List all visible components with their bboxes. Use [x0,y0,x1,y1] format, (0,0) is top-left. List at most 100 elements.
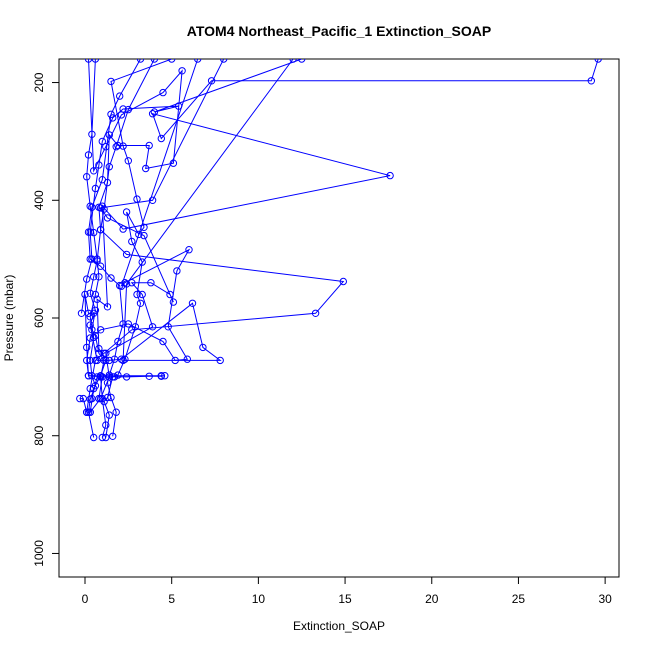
data-point [91,356,100,365]
data-point [145,141,153,150]
data-point [98,433,107,442]
data-point [157,134,166,143]
data-point [103,178,112,187]
data-point [90,384,98,393]
data-point [105,131,114,139]
series-line [87,59,141,437]
data-point [90,167,98,175]
data-point [107,77,115,86]
data-point [107,110,115,119]
data-point [95,273,103,281]
data-point [90,273,98,281]
data-point [102,143,110,151]
data-point [220,59,228,63]
data-point [147,279,155,287]
y-tick-label: 800 [32,425,46,445]
data-point [174,102,183,110]
data-point [95,161,103,169]
data-point [83,408,91,416]
data-point [83,173,91,181]
x-axis-label: Extinction_SOAP [293,619,385,633]
data-point [133,290,141,299]
data-point [199,343,207,352]
data-point [138,290,146,299]
data-point [86,334,94,342]
x-tick-label: 0 [82,592,89,606]
data-point [91,59,100,63]
data-point [339,277,347,286]
data-point [90,433,98,442]
data-point [96,372,105,380]
data-point [102,356,110,365]
data-point [124,157,133,165]
data-point [83,356,91,365]
profile-series [83,59,103,442]
data-point [86,289,94,297]
data-point [88,203,96,212]
data-point [109,432,117,440]
y-tick-label: 200 [32,72,46,92]
data-point [122,373,131,381]
series-line [84,59,294,399]
data-point [587,77,595,85]
data-point [183,355,192,363]
y-tick-label: 1000 [32,540,46,567]
data-point [96,394,105,403]
series-line [81,59,302,314]
x-axis: 0 5 10 15 20 25 30 [82,576,612,606]
data-point [86,408,94,416]
data-point [138,258,146,266]
data-point [128,326,136,334]
data-point [84,59,93,63]
series-line [89,59,155,438]
x-tick-label: 15 [338,592,352,606]
profile-series [83,59,602,416]
data-point [161,372,169,380]
data-point [157,372,166,380]
data-point [77,309,86,317]
data-point [95,344,103,353]
data-point [159,88,167,97]
data-point [136,59,145,63]
data-point [169,159,178,167]
data-point [150,108,159,116]
x-tick-label: 25 [512,592,526,606]
data-point [173,267,181,275]
data-point [136,299,145,307]
data-point [168,59,176,63]
data-point [119,105,127,113]
data-point [103,393,112,402]
data-point [122,250,131,259]
data-point [105,163,114,171]
series-line [79,59,345,413]
data-point [76,394,84,403]
data-point [103,303,112,311]
data-point [84,309,93,317]
data-point [90,309,98,317]
plot-frame [58,58,620,578]
data-point [122,208,131,216]
data-point [107,274,115,282]
data-point [109,114,117,122]
data-point [148,110,157,118]
data-point [86,228,94,236]
data-point [178,67,186,75]
data-point [98,137,107,146]
data-point [128,237,136,246]
data-point [110,373,119,381]
data-point [128,279,136,287]
data-point [102,421,110,429]
data-point [116,92,124,100]
profile-series [77,59,306,317]
series-line [86,59,100,438]
data-point [88,255,96,263]
data-point [122,280,131,288]
chart-title: ATOM4 Northeast_Pacific_1 Extinction_SOA… [187,23,491,39]
y-tick-label: 400 [32,190,46,210]
data-point [216,356,224,365]
data-point [207,77,216,85]
data-point [84,372,93,380]
data-point [117,355,126,363]
